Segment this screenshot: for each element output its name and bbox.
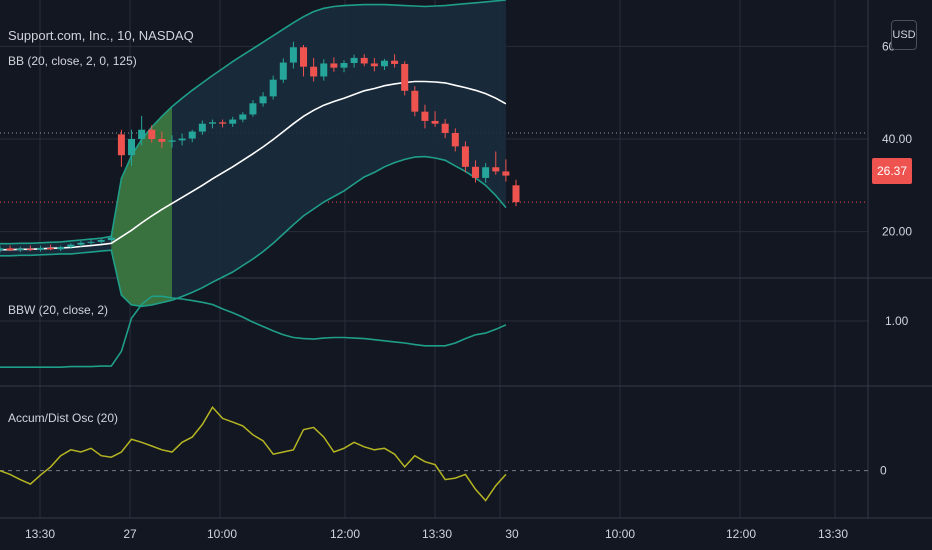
symbol-title: Support.com, Inc., 10, NASDAQ bbox=[8, 28, 194, 43]
candle-body[interactable] bbox=[300, 47, 308, 67]
time-axis-label: 30 bbox=[505, 527, 519, 541]
candle-body[interactable] bbox=[492, 167, 500, 172]
time-axis-label: 13:30 bbox=[818, 527, 848, 541]
time-axis-label: 10:00 bbox=[605, 527, 635, 541]
candle-body[interactable] bbox=[269, 79, 277, 97]
candle-body[interactable] bbox=[26, 248, 34, 250]
candle-body[interactable] bbox=[502, 171, 510, 176]
candle-body[interactable] bbox=[340, 63, 348, 68]
bbw-axis-tick: 1.00 bbox=[885, 314, 909, 328]
candle-body[interactable] bbox=[188, 131, 196, 139]
bb-indicator-label[interactable]: BB (20, close, 2, 0, 125) bbox=[8, 54, 137, 68]
candle-body[interactable] bbox=[158, 139, 166, 142]
candle-body[interactable] bbox=[431, 120, 439, 124]
candle-body[interactable] bbox=[219, 122, 227, 124]
bbw-indicator-label[interactable]: BBW (20, close, 2) bbox=[8, 303, 109, 317]
candle-body[interactable] bbox=[178, 138, 186, 141]
adosc-indicator-label[interactable]: Accum/Dist Osc (20) bbox=[8, 411, 119, 425]
time-axis-label: 13:30 bbox=[422, 527, 452, 541]
bb-upper-band[interactable] bbox=[0, 0, 506, 245]
time-axis-label: 10:00 bbox=[207, 527, 237, 541]
candle-body[interactable] bbox=[472, 166, 480, 178]
candle-body[interactable] bbox=[107, 237, 115, 241]
candle-body[interactable] bbox=[279, 62, 287, 80]
candle-body[interactable] bbox=[421, 111, 429, 121]
price-axis-tick: 20.00 bbox=[882, 225, 912, 239]
candle-body[interactable] bbox=[239, 114, 247, 120]
candle-body[interactable] bbox=[36, 247, 44, 250]
candle-body[interactable] bbox=[0, 248, 4, 251]
last-price-badge: 26.37 bbox=[872, 158, 912, 184]
candle-body[interactable] bbox=[441, 123, 449, 133]
adosc-line[interactable] bbox=[0, 405, 507, 502]
bb-squeeze-highlight bbox=[111, 106, 172, 307]
candle-body[interactable] bbox=[138, 129, 146, 139]
candle-body[interactable] bbox=[259, 96, 267, 104]
candle-body[interactable] bbox=[310, 66, 318, 77]
candle-body[interactable] bbox=[229, 119, 237, 124]
candle-body[interactable] bbox=[391, 60, 399, 64]
candle-body[interactable] bbox=[411, 90, 419, 112]
candle-body[interactable] bbox=[350, 57, 358, 64]
time-axis-label: 12:00 bbox=[726, 527, 756, 541]
candle-body[interactable] bbox=[461, 146, 469, 167]
candle-body[interactable] bbox=[380, 60, 388, 67]
candle-body[interactable] bbox=[16, 248, 24, 251]
bb-basis-line[interactable] bbox=[0, 80, 507, 251]
candle-body[interactable] bbox=[128, 139, 136, 156]
candle-body[interactable] bbox=[148, 129, 156, 139]
bb-lower-band[interactable] bbox=[0, 155, 507, 308]
time-axis-label: 27 bbox=[123, 527, 137, 541]
candle-body[interactable] bbox=[87, 241, 95, 243]
osc-axis-tick: 0 bbox=[880, 464, 887, 478]
candle-body[interactable] bbox=[117, 134, 125, 156]
candle-body[interactable] bbox=[6, 248, 14, 251]
candle-body[interactable] bbox=[249, 103, 257, 115]
candle-body[interactable] bbox=[330, 63, 338, 68]
candle-body[interactable] bbox=[77, 242, 85, 245]
candle-body[interactable] bbox=[97, 240, 105, 242]
candle-body[interactable] bbox=[67, 244, 75, 247]
currency-button[interactable]: USD bbox=[891, 20, 917, 50]
candle-body[interactable] bbox=[401, 63, 409, 91]
candle-body[interactable] bbox=[451, 132, 459, 147]
candle-body[interactable] bbox=[360, 57, 368, 64]
candle-body[interactable] bbox=[198, 123, 206, 132]
candle-body[interactable] bbox=[47, 247, 55, 250]
candle-body[interactable] bbox=[289, 47, 297, 63]
candle-body[interactable] bbox=[208, 122, 216, 124]
price-axis-tick: 40.00 bbox=[882, 132, 912, 146]
candle-body[interactable] bbox=[57, 246, 65, 250]
bbw-line[interactable] bbox=[0, 295, 507, 369]
candle-body[interactable] bbox=[370, 63, 378, 67]
candle-body[interactable] bbox=[482, 167, 490, 178]
candle-body[interactable] bbox=[168, 140, 176, 142]
candle-body[interactable] bbox=[512, 185, 520, 203]
time-axis-label: 13:30 bbox=[25, 527, 55, 541]
time-axis-label: 12:00 bbox=[330, 527, 360, 541]
candle-body[interactable] bbox=[320, 63, 328, 77]
